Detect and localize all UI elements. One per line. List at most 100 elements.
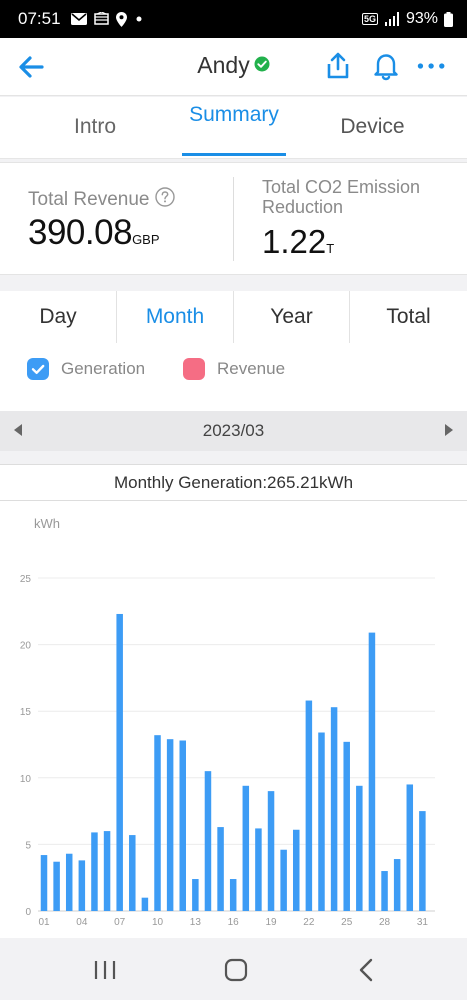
home-icon[interactable] <box>221 956 251 984</box>
signal-icon <box>384 12 399 26</box>
y-tick-label: 5 <box>25 840 31 851</box>
page-title-wrap: Andy <box>0 52 467 79</box>
location-icon <box>115 11 127 27</box>
mail-icon <box>70 13 87 25</box>
bar-14[interactable] <box>204 771 212 911</box>
help-icon[interactable] <box>155 187 176 207</box>
app-header: Andy <box>0 38 467 96</box>
y-tick-label: 20 <box>20 641 32 652</box>
dot-icon <box>136 16 142 22</box>
bar-20[interactable] <box>280 849 287 911</box>
co2-value: 1.22 <box>262 223 327 260</box>
bar-15[interactable] <box>217 827 224 911</box>
legend-generation-toggle[interactable]: Generation <box>27 357 145 381</box>
date-selector: 2023/03 <box>0 411 467 451</box>
period-section: Day Month Year Total Generation Revenue <box>0 291 467 411</box>
y-tick-label: 15 <box>20 707 32 718</box>
bar-18[interactable] <box>255 828 262 911</box>
bar-06[interactable] <box>103 831 111 911</box>
bar-28[interactable] <box>381 871 388 911</box>
tab-summary[interactable]: Summary <box>189 103 279 126</box>
bar-29[interactable] <box>393 859 401 911</box>
x-tick-label: 28 <box>379 917 391 928</box>
bar-24[interactable] <box>330 707 338 911</box>
bar-03[interactable] <box>65 853 73 911</box>
bar-05[interactable] <box>91 832 98 911</box>
x-tick-label: 16 <box>228 917 240 928</box>
bar-25[interactable] <box>343 741 350 911</box>
x-tick-label: 25 <box>341 917 353 928</box>
share-icon[interactable] <box>322 50 354 82</box>
co2-value-row: 1.22T <box>262 223 334 261</box>
battery-percent: 93% <box>405 10 438 27</box>
revenue-checkbox[interactable] <box>183 358 205 380</box>
revenue-unit: GBP <box>132 232 160 247</box>
bar-17[interactable] <box>242 785 250 911</box>
revenue-value-row: 390.08GBP <box>28 213 160 253</box>
revenue-label-row: Total Revenue <box>28 187 176 211</box>
x-tick-label: 01 <box>38 917 50 928</box>
monthly-generation-total: Monthly Generation:265.21kWh <box>0 464 467 501</box>
sync-icon <box>93 12 109 25</box>
tab-intro[interactable]: Intro <box>73 115 117 138</box>
bar-02[interactable] <box>53 861 60 911</box>
active-tab-indicator <box>182 153 286 156</box>
bar-13[interactable] <box>192 879 199 911</box>
generation-bar-chart: kWh 0 5 10 15 20 25 01 04 07 10 13 16 19 22 25 28 31 <box>20 516 435 928</box>
period-day[interactable]: Day <box>0 291 117 343</box>
bar-26[interactable] <box>356 785 363 911</box>
bar-30[interactable] <box>406 784 414 911</box>
status-time: 07:51 <box>18 9 61 28</box>
y-tick-label: 25 <box>20 574 32 585</box>
co2-unit: T <box>326 241 335 256</box>
x-tick-label: 31 <box>417 917 429 928</box>
x-tick-label: 10 <box>152 917 164 928</box>
back-arrow-icon[interactable] <box>16 52 46 82</box>
period-total[interactable]: Total <box>386 305 431 328</box>
period-year[interactable]: Year <box>234 291 350 343</box>
bar-27[interactable] <box>368 632 376 911</box>
verified-check-icon <box>254 56 270 72</box>
tab-device[interactable]: Device <box>340 115 405 138</box>
bar-04[interactable] <box>78 860 86 911</box>
bar-22[interactable] <box>305 700 313 911</box>
bar-08[interactable] <box>129 835 136 911</box>
bar-16[interactable] <box>229 879 237 911</box>
period-month[interactable]: Month <box>117 291 234 343</box>
bell-icon[interactable] <box>370 50 402 82</box>
legend-revenue-toggle[interactable]: Revenue <box>183 357 285 381</box>
bar-23[interactable] <box>318 732 325 911</box>
system-nav-bar <box>0 938 467 1000</box>
summary-card: Total Revenue 390.08GBP Total CO2 Emissi… <box>0 162 467 275</box>
revenue-label: Total Revenue <box>28 189 150 210</box>
battery-icon <box>444 11 453 27</box>
status-bar: 07:51 5G 93% <box>0 0 467 38</box>
revenue-value: 390.08 <box>28 213 133 252</box>
generation-checkbox[interactable] <box>27 358 49 380</box>
selected-date[interactable]: 2023/03 <box>202 421 265 440</box>
bar-01[interactable] <box>40 855 48 911</box>
page-title: Andy <box>197 52 250 78</box>
checkmark-icon <box>31 364 45 374</box>
more-icon[interactable] <box>416 50 448 82</box>
prev-month-arrow-icon[interactable] <box>12 423 24 437</box>
y-tick-label: 10 <box>20 774 32 785</box>
bar-07[interactable] <box>116 613 123 911</box>
bar-12[interactable] <box>179 740 186 911</box>
next-month-arrow-icon[interactable] <box>443 423 455 437</box>
bar-21[interactable] <box>293 829 300 911</box>
y-axis-unit-label: kWh <box>34 516 60 531</box>
x-tick-label: 22 <box>303 917 315 928</box>
bar-19[interactable] <box>267 791 275 911</box>
bar-10[interactable] <box>154 735 161 911</box>
bar-31[interactable] <box>419 811 426 911</box>
main-tabs: Intro Summary Device <box>0 97 467 159</box>
recent-apps-icon[interactable] <box>90 956 120 984</box>
network-type: 5G <box>361 13 378 25</box>
legend-generation-label: Generation <box>61 359 146 378</box>
bar-11[interactable] <box>166 739 174 911</box>
x-tick-label: 19 <box>265 917 277 928</box>
back-nav-icon[interactable] <box>352 956 382 984</box>
bar-09[interactable] <box>141 897 149 911</box>
legend-revenue-label: Revenue <box>217 359 286 378</box>
